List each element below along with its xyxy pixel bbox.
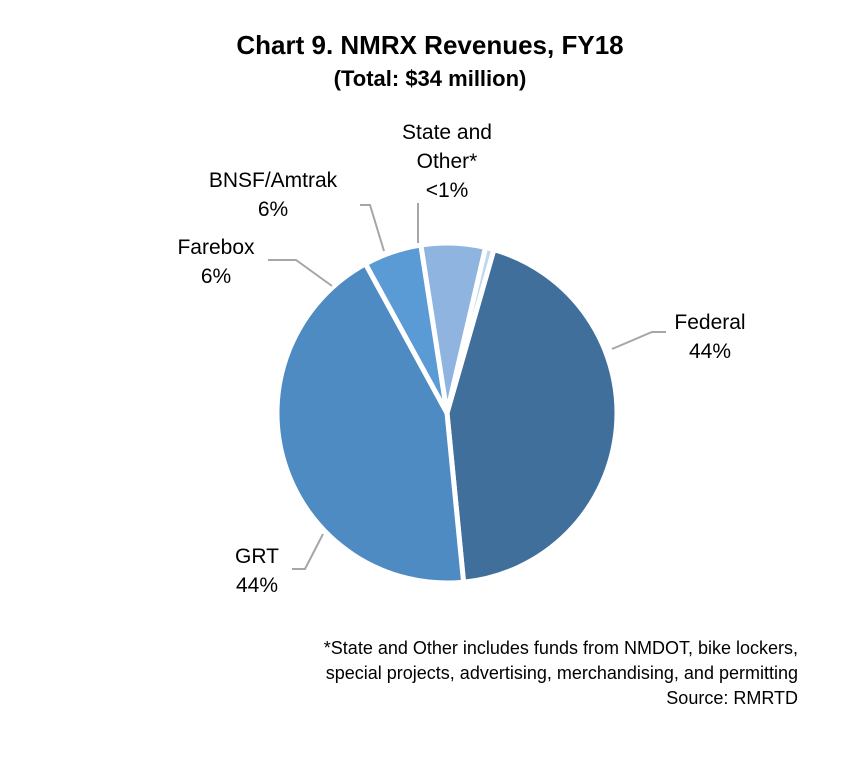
pie-slice-state-and-other xyxy=(444,244,497,416)
slice-label-grt: GRT 44% xyxy=(235,545,279,597)
chart-subtitle: (Total: $34 million) xyxy=(333,66,527,91)
leader-line-federal xyxy=(611,331,666,350)
leader-line-bnsf-amtrak xyxy=(360,204,385,252)
leader-line-grt xyxy=(292,533,324,570)
slice-labels: Federal 44% GRT 44% Farebox 6% BNSF/Amtrak 6% St… xyxy=(177,121,745,597)
slice-label-bnsf-amtrak: BNSF/Amtrak 6% xyxy=(209,169,338,221)
pie-slices xyxy=(274,240,620,586)
slice-label-federal: Federal 44% xyxy=(674,311,745,363)
source-note: Source: RMRTD xyxy=(666,688,798,708)
leader-lines xyxy=(268,203,666,570)
pie-chart: Federal 44% GRT 44% Farebox 6% BNSF/Amtrak 6% St… xyxy=(177,121,745,597)
chart-title: Chart 9. NMRX Revenues, FY18 xyxy=(236,30,624,60)
leader-line-farebox xyxy=(268,259,333,287)
pie-slice-grt xyxy=(274,261,467,586)
slice-label-state-and-other: State and Other* <1% xyxy=(402,121,492,202)
footnote-line-2: special projects, advertising, merchandi… xyxy=(325,663,798,683)
footnote-line-1: *State and Other includes funds from NMD… xyxy=(323,638,798,658)
footnote: *State and Other includes funds from NMD… xyxy=(324,636,798,711)
slice-label-farebox: Farebox 6% xyxy=(177,236,255,288)
pie-slice-federal xyxy=(444,247,620,585)
